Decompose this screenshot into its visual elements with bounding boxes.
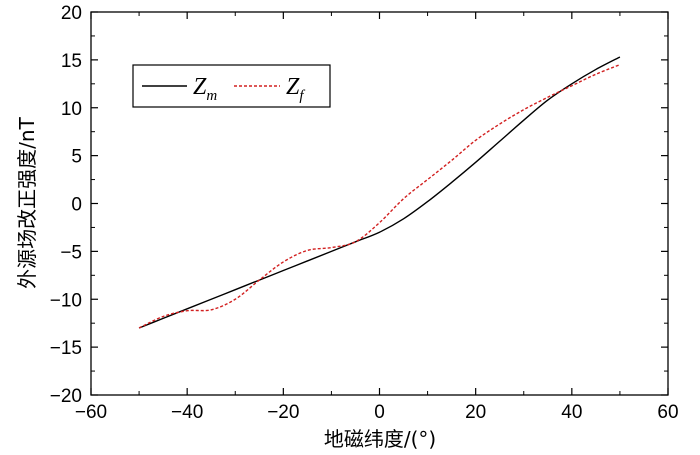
- legend-label-zm: Zm: [193, 74, 217, 104]
- x-tick-label: 0: [374, 402, 385, 423]
- y-axis-title: 外源场改正强度/nT: [15, 116, 39, 288]
- legend-label-zf: Zf: [286, 74, 305, 104]
- legend: Zm Zf: [132, 64, 331, 108]
- y-tick-label: 15: [61, 51, 82, 72]
- legend-label-zf-sub: f: [299, 88, 305, 104]
- x-tick-label: −40: [171, 402, 203, 423]
- y-tick-label: 20: [61, 3, 82, 24]
- x-tick-label: −60: [75, 402, 107, 423]
- series-layer: [138, 56, 621, 329]
- series-line-zm: [138, 56, 621, 329]
- x-tick-label: 20: [465, 402, 486, 423]
- y-tick-label: −5: [60, 242, 82, 263]
- legend-label-zf-main: Z: [286, 74, 300, 100]
- y-tick-label: −15: [50, 338, 82, 359]
- y-tick-label: −20: [50, 386, 82, 407]
- y-tick-label: 5: [71, 147, 82, 168]
- x-tick-label: −20: [267, 402, 299, 423]
- legend-label-zm-main: Z: [193, 74, 207, 100]
- x-axis-title: 地磁纬度/(°): [324, 427, 436, 451]
- legend-label-zm-sub: m: [206, 88, 217, 104]
- series-line-zf: [138, 64, 621, 329]
- y-tick-label: 10: [61, 99, 82, 120]
- x-tick-label: 40: [561, 402, 582, 423]
- x-tick-label: 60: [657, 402, 678, 423]
- y-tick-label: 0: [71, 195, 82, 216]
- y-tick-label: −10: [50, 290, 82, 311]
- axis-ticks: −60 −40 −20 0 20 40 60 −20 −15 −10 −5 0 5 10 15 20: [50, 3, 679, 423]
